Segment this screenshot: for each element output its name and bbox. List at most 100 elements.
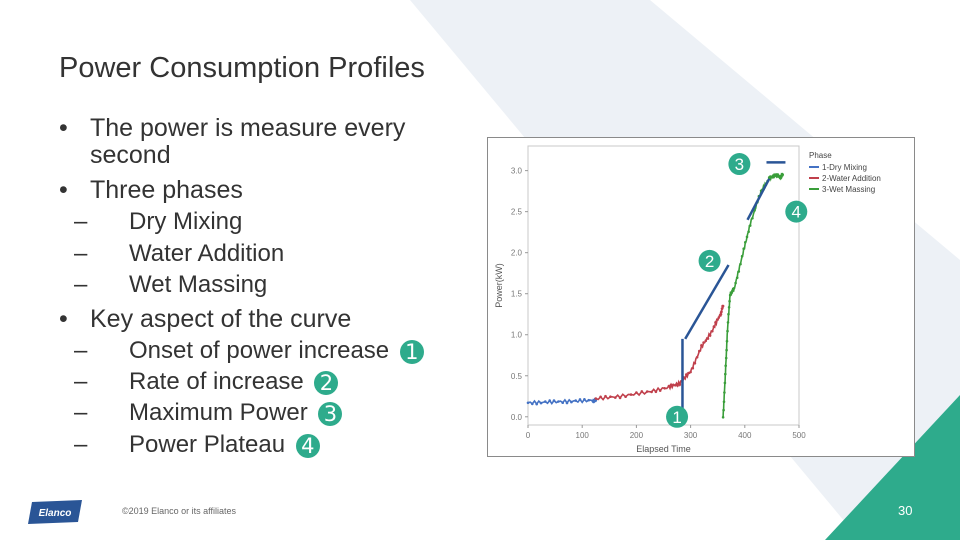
chart-badge-4 xyxy=(785,200,808,223)
series-point-1 xyxy=(552,399,556,402)
chart-badge-label-3: 3 xyxy=(735,155,744,174)
series-point-2 xyxy=(672,383,675,387)
series-point-3 xyxy=(726,329,729,333)
series-point-2 xyxy=(614,396,617,399)
series-point-1 xyxy=(535,402,538,406)
y-tick-label: 1.5 xyxy=(511,290,523,299)
sub-bullet-wet-massing: – Wet Massing xyxy=(74,271,268,299)
series-point-2 xyxy=(687,371,690,375)
legend-entry-2: 2-Water Addition xyxy=(822,174,881,183)
legend-entry-1: 1-Dry Mixing xyxy=(822,163,867,172)
elanco-logo: Elanco xyxy=(28,500,82,524)
series-point-2 xyxy=(720,310,723,313)
series-point-3 xyxy=(732,287,736,290)
series-point-3 xyxy=(735,276,739,279)
series-point-3 xyxy=(748,224,752,227)
bullet-text: second xyxy=(90,141,171,169)
sub-bullet-text: Wet Massing xyxy=(129,271,268,298)
series-point-2 xyxy=(714,321,717,324)
series-point-1 xyxy=(544,400,547,403)
dash: – xyxy=(74,399,88,426)
bullet-measure: • The power is measure every xyxy=(59,114,406,142)
series-point-1 xyxy=(557,400,560,403)
series-point-2 xyxy=(715,318,719,321)
y-tick-label: 0.5 xyxy=(511,372,523,381)
series-point-3 xyxy=(724,356,728,360)
series-point-2 xyxy=(604,394,607,398)
power-chart: 0.0 0.5 1.0 1.5 2.0 2.5 3.0 0 100 200 300 400 500 Ela… xyxy=(487,137,915,457)
series-point-2 xyxy=(624,395,627,399)
series-point-2 xyxy=(645,390,649,393)
dash: – xyxy=(74,271,88,298)
key-text: Onset of power increase xyxy=(129,337,390,364)
key-rate: – Rate of increase 2 xyxy=(74,368,339,396)
series-point-3 xyxy=(751,217,754,220)
series-point-2 xyxy=(689,370,692,374)
legend-entry-3: 3-Wet Massing xyxy=(822,185,875,194)
series-point-3 xyxy=(724,364,727,367)
series-point-3 xyxy=(721,416,725,419)
dash: – xyxy=(74,368,88,395)
series-point-2 xyxy=(635,391,638,394)
key-plateau: – Power Plateau 4 xyxy=(74,431,320,459)
series-point-1 xyxy=(583,398,586,401)
chart-badge-label-4: 4 xyxy=(792,203,801,222)
series-point-2 xyxy=(721,304,725,308)
series-point-2 xyxy=(695,356,699,359)
series-point-1 xyxy=(561,401,564,405)
series-point-1 xyxy=(570,400,573,404)
y-tick-label: 1.0 xyxy=(511,331,523,340)
sub-bullet-water-addition: – Water Addition xyxy=(74,240,284,268)
chart-badge-label-1: 1 xyxy=(672,408,681,427)
series-point-1 xyxy=(531,402,534,406)
series-point-2 xyxy=(712,325,716,328)
key-text: Power Plateau xyxy=(129,431,286,458)
series-point-2 xyxy=(609,395,612,399)
annotation-rate-line-2 xyxy=(746,178,771,221)
chart-badge-1 xyxy=(666,405,689,428)
bullet-dot: • xyxy=(59,305,68,333)
badge-4: 4 xyxy=(295,433,320,458)
dash: – xyxy=(74,431,88,458)
series-point-2 xyxy=(654,390,658,394)
series-point-2 xyxy=(704,339,708,342)
series-point-2 xyxy=(702,341,705,344)
series-point-2 xyxy=(599,395,602,399)
series-point-3 xyxy=(727,312,730,316)
series-point-1 xyxy=(526,401,530,405)
page-title: Power Consumption Profiles xyxy=(59,52,425,84)
series-point-3 xyxy=(722,400,726,404)
series-line-2 xyxy=(595,305,724,401)
sub-bullet-text: Dry Mixing xyxy=(129,208,243,235)
series-point-1 xyxy=(565,401,569,405)
logo-text: Elanco xyxy=(39,508,72,519)
series-point-2 xyxy=(691,366,695,370)
series-point-3 xyxy=(730,291,733,294)
series-point-2 xyxy=(629,393,633,396)
x-tick-label: 300 xyxy=(684,431,698,440)
x-tick-label: 400 xyxy=(738,431,752,440)
series-point-2 xyxy=(658,389,662,392)
series-point-3 xyxy=(728,299,731,303)
bullet-text: The power is measure every xyxy=(90,114,406,142)
series-point-1 xyxy=(548,399,551,402)
key-text: Rate of increase xyxy=(129,368,304,395)
bullet-dot: • xyxy=(59,176,68,204)
series-point-1 xyxy=(539,401,543,405)
dash: – xyxy=(74,337,88,364)
sub-bullet-dry-mixing: – Dry Mixing xyxy=(74,208,243,236)
x-axis-label: Elapsed Time xyxy=(636,444,691,454)
bullet-dot: • xyxy=(59,114,68,142)
series-point-3 xyxy=(745,235,749,239)
badge-2: 2 xyxy=(314,370,339,395)
x-tick-label: 200 xyxy=(630,431,644,440)
bullet-text: Key aspect of the curve xyxy=(90,305,352,333)
series-point-3 xyxy=(739,262,742,266)
dash: – xyxy=(74,240,88,267)
legend-title: Phase xyxy=(809,151,832,160)
series-point-1 xyxy=(587,398,590,402)
series-point-2 xyxy=(685,373,688,376)
key-max-power: – Maximum Power 3 xyxy=(74,399,343,427)
series-point-3 xyxy=(723,381,727,385)
y-tick-label: 3.0 xyxy=(511,167,523,176)
